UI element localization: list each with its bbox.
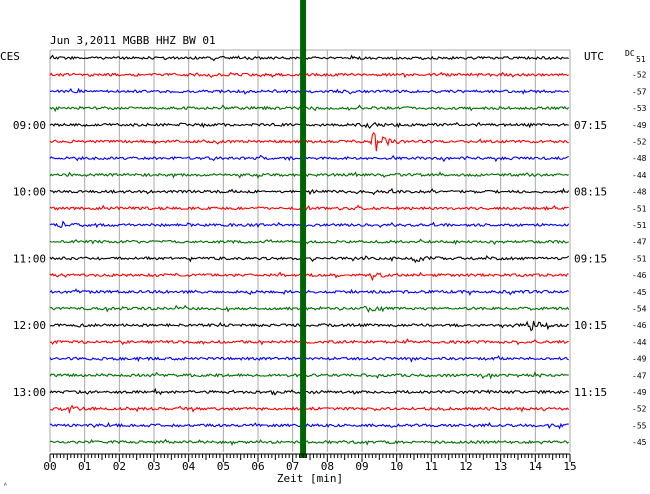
x-tick-label: 06	[251, 460, 264, 473]
seismic-trace	[49, 421, 569, 430]
left-time-label: 10:00	[13, 186, 46, 199]
dc-offset-label: -51	[632, 221, 647, 230]
seismic-trace	[49, 438, 570, 446]
dc-offset-label: -52	[632, 405, 647, 414]
seismic-trace	[49, 71, 569, 79]
dc-offset-label: -51	[632, 204, 647, 213]
x-tick-label: 02	[113, 460, 126, 473]
seismic-trace	[49, 220, 570, 229]
seismic-trace	[49, 370, 569, 380]
dc-offset-label: -48	[632, 154, 647, 163]
traces	[49, 54, 570, 446]
x-tick-label: 00	[43, 460, 56, 473]
right-zone-label: UTC	[584, 50, 604, 63]
right-time-label: 10:15	[574, 319, 607, 332]
dc-offset-label: -44	[632, 171, 647, 180]
seismic-trace	[49, 54, 569, 62]
seismic-trace	[49, 387, 570, 396]
x-tick-label: 09	[355, 460, 368, 473]
seismic-trace	[49, 404, 570, 415]
dc-offset-label: -57	[632, 87, 647, 96]
left-zone-label: CES	[0, 50, 20, 63]
dc-offset-label: -49	[632, 388, 647, 397]
dc-offset-labels: -52 -57 -53 -49 -52 -48 -44 -48 -51 -51 -47 -51 -46 -…	[632, 71, 647, 447]
seismic-trace	[49, 320, 569, 332]
seismic-trace	[49, 304, 570, 313]
dc-offset-label: -47	[632, 371, 647, 380]
dc-offset-label: -51	[632, 254, 647, 263]
right-time-label: 09:15	[574, 252, 607, 265]
chart-title: Jun 3,2011 MGBB HHZ BW 01	[50, 34, 216, 47]
x-tick-label: 14	[529, 460, 543, 473]
seismic-trace	[49, 338, 569, 346]
seismic-trace	[49, 271, 569, 282]
x-tick-label: 08	[321, 460, 334, 473]
x-tick-label: 11	[425, 460, 438, 473]
seismic-trace	[49, 254, 570, 264]
dc-offset-label: -48	[632, 188, 647, 197]
x-axis	[49, 453, 571, 462]
dc-offset-label: -44	[632, 338, 647, 347]
dc-offset-label: -52	[632, 138, 647, 147]
seismic-trace	[49, 154, 569, 163]
x-axis-label: Zeit [min]	[277, 472, 343, 485]
x-tick-label: 04	[182, 460, 196, 473]
seismic-trace	[49, 204, 569, 211]
seismic-trace	[49, 104, 570, 113]
grid	[49, 49, 571, 452]
dc-offset-label: -46	[632, 321, 647, 330]
x-tick-label: 15	[563, 460, 576, 473]
right-time-label: 07:15	[574, 119, 607, 132]
x-tick-label: 12	[459, 460, 472, 473]
dc-offset-label: -49	[632, 355, 647, 364]
seismic-trace	[49, 171, 569, 179]
dc-label: DC	[625, 49, 635, 58]
dc-first-value: 51	[636, 55, 646, 64]
seismic-trace	[49, 187, 570, 196]
seismic-trace	[49, 354, 569, 363]
seismic-trace	[49, 288, 570, 296]
dc-offset-label: -45	[632, 438, 647, 447]
left-time-label: 12:00	[13, 319, 46, 332]
x-tick-label: 13	[494, 460, 507, 473]
dc-offset-label: -55	[632, 421, 647, 430]
x-tick-labels: 00 01 02 03 04 05 06 07 08 09 10 11 12 13 14 15	[43, 460, 576, 473]
dc-offset-label: -54	[632, 305, 647, 314]
x-tick-label: 01	[78, 460, 91, 473]
left-time-label: 11:00	[13, 252, 46, 265]
vertical-marker	[300, 0, 307, 458]
corner-mark: ᴬ	[3, 481, 8, 490]
dc-offset-label: -53	[632, 104, 647, 113]
dc-offset-label: -46	[632, 271, 647, 280]
left-time-label: 13:00	[13, 386, 46, 399]
seismic-trace	[49, 121, 569, 129]
dc-offset-label: -47	[632, 238, 647, 247]
x-tick-label: 05	[217, 460, 230, 473]
x-tick-label: 10	[390, 460, 403, 473]
seismic-trace	[49, 238, 569, 246]
dc-offset-label: -45	[632, 288, 647, 297]
seismic-trace	[50, 87, 570, 95]
dc-offset-label: -52	[632, 71, 647, 80]
seismic-trace	[49, 131, 569, 152]
x-tick-label: 07	[286, 460, 299, 473]
right-time-label: 11:15	[574, 386, 607, 399]
left-time-label: 09:00	[13, 119, 46, 132]
left-time-labels: 09:00 10:00 11:00 12:00 13:00	[13, 119, 46, 399]
dc-offset-label: -49	[632, 121, 647, 130]
right-time-labels: 07:15 08:15 09:15 10:15 11:15	[574, 119, 607, 399]
right-time-label: 08:15	[574, 186, 607, 199]
x-tick-label: 03	[147, 460, 160, 473]
